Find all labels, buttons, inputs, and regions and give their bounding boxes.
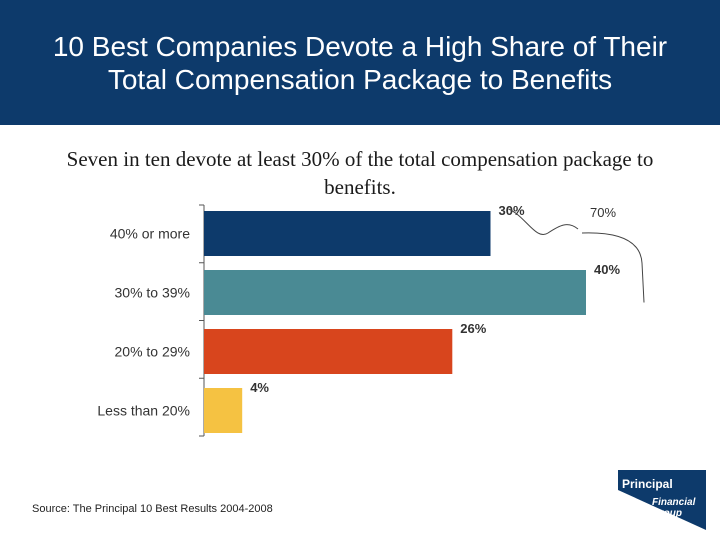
bar-4 xyxy=(204,388,243,433)
category-label: 40% or more xyxy=(110,226,190,242)
data-label: 4% xyxy=(250,380,269,395)
logo-text-financial-group: Financial Group xyxy=(652,497,695,519)
title-banner: 10 Best Companies Devote a High Share of… xyxy=(0,0,720,125)
annotation-label: 70% xyxy=(590,205,616,220)
bar-1 xyxy=(204,211,491,256)
data-label: 26% xyxy=(460,321,486,336)
category-label: 30% to 39% xyxy=(115,285,191,301)
logo-text-principal: Principal xyxy=(622,477,673,491)
logo-text-financial: Financial xyxy=(652,497,696,508)
annotation-connector xyxy=(508,208,579,236)
category-label: 20% to 29% xyxy=(115,344,191,360)
principal-logo-icon xyxy=(618,470,706,530)
source-note: Source: The Principal 10 Best Results 20… xyxy=(32,503,273,515)
category-label: Less than 20% xyxy=(97,403,190,419)
logo-text-group: Group xyxy=(652,508,682,519)
page-title: 10 Best Companies Devote a High Share of… xyxy=(52,30,668,95)
chart-subtitle: Seven in ten devote at least 30% of the … xyxy=(66,147,654,199)
bar-3 xyxy=(204,329,453,374)
data-label: 40% xyxy=(594,262,620,277)
annotation-brace xyxy=(581,232,645,303)
bar-2 xyxy=(204,270,586,315)
